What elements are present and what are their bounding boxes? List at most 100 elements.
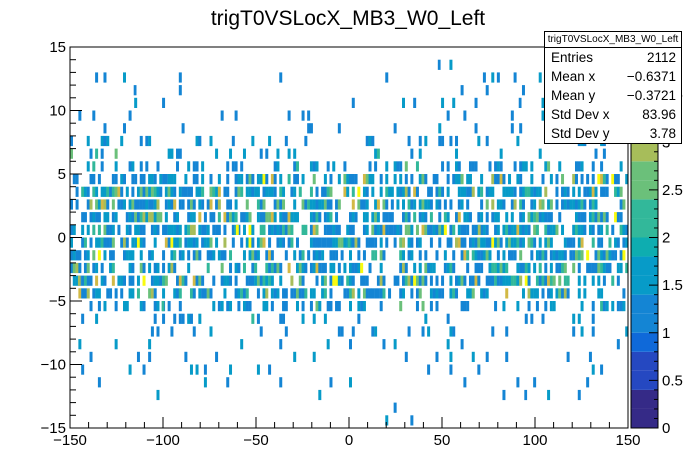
- heatmap-cell: [427, 186, 431, 197]
- heatmap-cell: [541, 97, 545, 108]
- heatmap-cell: [318, 262, 322, 274]
- heatmap-cell: [329, 174, 333, 185]
- heatmap-cell: [295, 237, 299, 248]
- heatmap-cell: [106, 212, 110, 223]
- heatmap-cell: [349, 212, 352, 223]
- heatmap-cell: [446, 110, 450, 121]
- heatmap-cell: [413, 199, 417, 210]
- heatmap-cell: [569, 237, 573, 248]
- heatmap-cell: [131, 199, 135, 210]
- heatmap-cell: [145, 186, 149, 197]
- heatmap-cell: [371, 224, 375, 235]
- heatmap-cell: [293, 174, 297, 185]
- heatmap-cell: [206, 288, 210, 299]
- heatmap-cell: [402, 237, 405, 248]
- heatmap-cell: [413, 212, 417, 223]
- heatmap-cell: [103, 237, 107, 248]
- heatmap-cell: [237, 288, 241, 299]
- heatmap-cell: [527, 275, 531, 286]
- heatmap-cell: [362, 224, 366, 235]
- heatmap-cell: [477, 237, 481, 248]
- heatmap-cell: [337, 199, 341, 210]
- heatmap-cell: [315, 262, 319, 274]
- heatmap-cell: [388, 224, 392, 235]
- heatmap-cell: [485, 186, 489, 197]
- heatmap-cell: [393, 224, 397, 235]
- heatmap-cell: [611, 275, 615, 286]
- heatmap-cell: [156, 224, 160, 235]
- heatmap-cell: [184, 351, 188, 362]
- heatmap-cell: [226, 377, 230, 388]
- heatmap-cell: [415, 161, 419, 172]
- heatmap-cell: [491, 174, 495, 185]
- heatmap-cell: [494, 301, 498, 312]
- heatmap-cell: [365, 186, 369, 197]
- heatmap-cell: [100, 199, 104, 210]
- heatmap-cell: [198, 212, 202, 223]
- heatmap-cell: [259, 148, 263, 159]
- heatmap-cell: [315, 275, 319, 286]
- heatmap-cell: [139, 199, 143, 210]
- heatmap-cell: [209, 212, 213, 223]
- heatmap-cell: [153, 288, 157, 299]
- heatmap-cell: [343, 186, 347, 197]
- heatmap-cell: [131, 237, 135, 248]
- heatmap-cell: [494, 212, 498, 223]
- heatmap-cell: [315, 250, 319, 261]
- heatmap-cell: [349, 288, 352, 299]
- heatmap-cell: [549, 301, 553, 312]
- heatmap-cell: [72, 275, 76, 286]
- heatmap-cell: [382, 199, 386, 210]
- heatmap-cell: [572, 186, 576, 197]
- heatmap-cell: [209, 326, 213, 337]
- heatmap-cell: [376, 288, 380, 299]
- heatmap-cell: [541, 288, 545, 299]
- heatmap-cell: [460, 85, 464, 96]
- heatmap-cell: [446, 262, 450, 274]
- heatmap-cell: [245, 212, 249, 223]
- heatmap-cell: [452, 288, 456, 299]
- heatmap-cell: [429, 186, 433, 197]
- heatmap-cell: [206, 199, 210, 210]
- heatmap-cell: [223, 275, 227, 286]
- heatmap-cell: [114, 288, 118, 299]
- heatmap-cell: [390, 212, 394, 223]
- heatmap-cell: [120, 135, 124, 147]
- x-tick-label: −100: [146, 432, 180, 449]
- heatmap-cell: [326, 199, 330, 210]
- heatmap-cell: [429, 288, 433, 299]
- heatmap-cell: [390, 199, 394, 210]
- heatmap-cell: [75, 275, 79, 286]
- heatmap-cell: [184, 275, 188, 286]
- heatmap-cell: [379, 224, 383, 235]
- heatmap-cell: [282, 186, 286, 197]
- heatmap-cell: [379, 250, 383, 261]
- heatmap-cell: [477, 186, 481, 197]
- heatmap-cell: [217, 174, 221, 185]
- heatmap-cell: [502, 174, 506, 185]
- heatmap-cell: [438, 135, 442, 147]
- heatmap-cell: [276, 237, 280, 248]
- x-tick-label: −150: [53, 432, 87, 449]
- heatmap-cell: [410, 288, 414, 299]
- heatmap-cell: [519, 275, 523, 286]
- heatmap-cell: [178, 148, 182, 159]
- heatmap-cell: [201, 186, 205, 197]
- heatmap-cell: [452, 250, 456, 261]
- heatmap-cell: [424, 262, 428, 274]
- heatmap-cell: [357, 288, 361, 299]
- heatmap-cell: [544, 250, 548, 261]
- heatmap-cell: [220, 110, 224, 121]
- heatmap-cell: [282, 199, 286, 210]
- heatmap-cell: [349, 339, 352, 350]
- heatmap-cell: [134, 174, 138, 185]
- heatmap-cell: [242, 250, 246, 261]
- heatmap-cell: [535, 301, 539, 312]
- heatmap-cell: [374, 224, 378, 235]
- heatmap-cell: [410, 148, 414, 159]
- palette-band: [631, 161, 658, 181]
- heatmap-cell: [494, 174, 498, 185]
- heatmap-cell: [625, 174, 629, 185]
- heatmap-cell: [357, 199, 361, 210]
- heatmap-cell: [106, 186, 110, 197]
